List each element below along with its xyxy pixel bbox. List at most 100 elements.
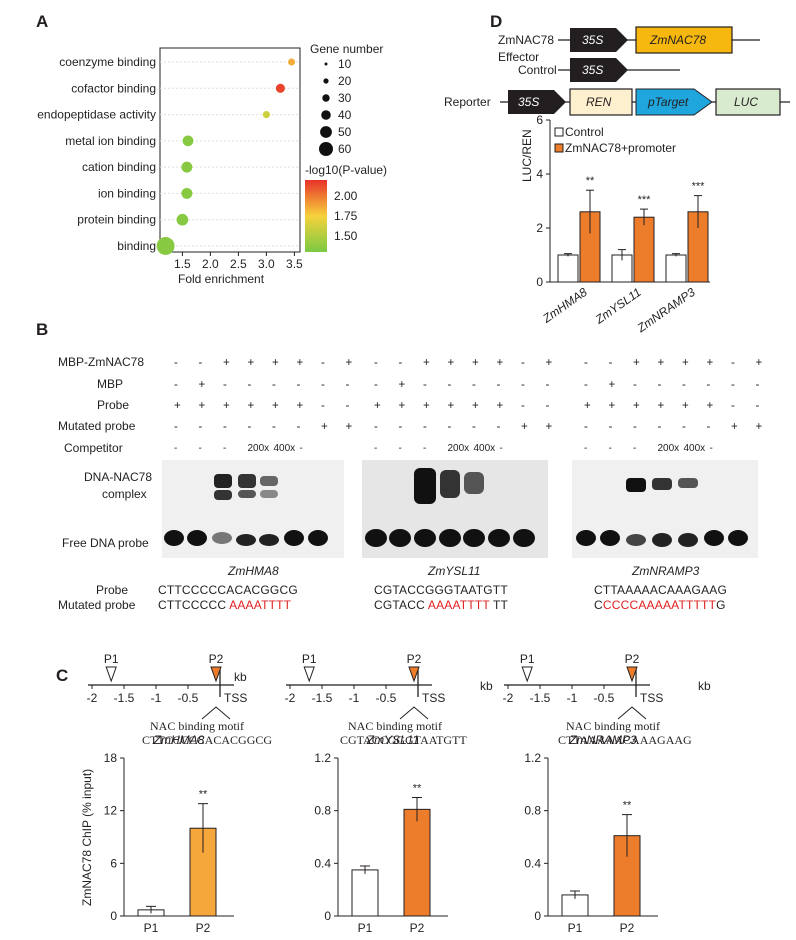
c-chart-title-0: ZmHMA8 [153,733,205,747]
sign-2-mbp-7: - [755,379,760,391]
sign-0-mbp-0: - [174,379,178,391]
mutated-seq-zmnramp3: CCCCCAAAAATTTTTG [594,598,726,612]
sign-0-probe-0: + [174,400,181,412]
c-ytick-label-1-0: 0 [324,909,331,923]
sign-1-mbp_nac-3: + [447,357,455,369]
competitor-2-0: - [584,443,588,454]
c-category-label-0-0: P1 [144,921,159,935]
c-motif-bracket-1 [399,706,429,720]
d-sig-1: *** [638,194,652,206]
sign-0-mbp_nac-4: + [272,357,279,369]
d-ytick-label-3: 6 [536,113,543,127]
sign-0-probe-3: + [247,400,255,412]
c-tick-label-2-3: -0.5 [594,691,615,705]
competitor-2-1: - [608,443,612,454]
sign-1-mbp_nac-1: - [398,357,403,369]
sign-1-mbp_nac-4: + [472,357,479,369]
xtick-label-0: 1.5 [174,257,191,271]
sign-0-mbp-7: - [345,379,350,391]
sign-0-probe-2: + [223,400,230,412]
sign-2-mutated-6: + [731,421,738,433]
competitor-0-2: - [223,443,227,454]
sign-0-mbp_nac-2: + [223,357,230,369]
sign-0-mbp-6: - [321,379,325,391]
sign-2-mbp_nac-7: + [755,357,763,369]
gel-image-zmysl11 [362,460,548,558]
competitor-0-1: - [198,443,202,454]
sign-2-mbp_nac-5: + [706,357,714,369]
sign-0-mutated-0: - [174,421,178,433]
c-bar-1-0 [351,869,379,917]
row-label-mbp: MBP [97,377,124,391]
c-tick-label-2-1: -1.5 [530,691,551,705]
competitor-0-5: - [299,443,303,454]
sign-0-mbp_nac-0: - [174,357,178,369]
sign-1-mutated-0: - [374,421,378,433]
sign-2-mbp-4: - [682,379,686,391]
d-ytick-label-0: 0 [536,275,543,289]
row-label-competitor: Competitor [64,441,123,455]
probe-seq-zmnramp3: CTTAAAAACAAAGAAG [594,583,728,597]
row-label-mutated-probe: Mutated probe [58,419,136,433]
sign-0-mbp_nac-5: + [296,357,304,369]
effector-label: Effector [498,50,540,64]
sign-0-mbp-2: - [223,379,227,391]
sign-1-mbp-4: - [472,379,476,391]
sign-2-mbp-2: - [633,379,637,391]
c-tick-label-2-0: -2 [503,691,514,705]
xtick-label-3: 3.0 [258,257,275,271]
sign-1-mbp-1: + [398,379,406,391]
c-ytick-label-0-2: 12 [104,804,118,818]
sign-0-mbp_nac-3: + [247,357,255,369]
sign-2-probe-6: - [731,400,735,412]
competitor-0-0: - [174,443,178,454]
d-bar-2-0 [665,254,687,283]
sign-2-probe-4: + [682,400,689,412]
c-p2-marker-0 [210,666,222,683]
sign-2-mbp_nac-3: + [657,357,665,369]
competitor-2-4: 400x [683,443,706,454]
c-ytick-label-2-0: 0 [534,909,541,923]
sign-2-mbp_nac-1: - [608,357,613,369]
sign-1-probe-0: + [374,400,381,412]
c-motif-seq-2: CTTAAAAACAAAGAAG [558,733,692,747]
sign-2-mutated-4: - [682,421,686,433]
legend-treatment: ZmNAC78+promoter [565,141,677,155]
sign-1-probe-2: + [423,400,430,412]
sign-1-mutated-6: + [521,421,528,433]
sign-2-mbp_nac-0: - [584,357,588,369]
c-category-label-1-0: P1 [358,921,373,935]
size-legend-dot-0 [324,62,328,66]
competitor-1-4: 400x [473,443,496,454]
sign-0-mutated-3: - [247,421,252,433]
sign-2-mbp-6: - [731,379,735,391]
control-construct-name: Control [518,63,557,77]
c-p1-marker-0 [105,666,117,683]
sign-1-mbp-2: - [423,379,427,391]
sign-0-probe-6: - [321,400,325,412]
sign-2-mbp-1: + [608,379,616,391]
competitor-1-0: - [374,443,378,454]
sign-2-mbp_nac-4: + [682,357,689,369]
c-ytick-label-1-2: 0.8 [314,804,331,818]
sign-1-mbp-0: - [374,379,378,391]
d-sig-2: *** [692,181,706,193]
panel-label-d: D [490,12,503,31]
sign-0-mbp-3: - [247,379,252,391]
sign-0-mbp-1: + [198,379,206,391]
competitor-0-4: 400x [273,443,296,454]
row-label-probe: Probe [97,398,130,412]
sign-0-mutated-5: - [296,421,301,433]
go-enrichment-chart: coenzyme binding cofactor binding endopept… [37,47,358,271]
panel-label-a: A [36,12,49,31]
c-chart-title-1: ZmYSL11 [366,733,419,747]
c-ytick-label-0-1: 6 [110,856,117,870]
probe-seq-row-label: Probe [96,583,129,597]
d-category-label-1: ZmYSL11 [592,285,644,327]
c-sig-0: ** [199,789,208,801]
c-motif-seq-0: CTTCCCCCACACGGCG [142,733,273,747]
bubble-7 [156,237,175,255]
sign-1-probe-4: + [472,400,479,412]
sign-1-probe-1: + [398,400,406,412]
sign-1-mutated-7: + [545,421,553,433]
